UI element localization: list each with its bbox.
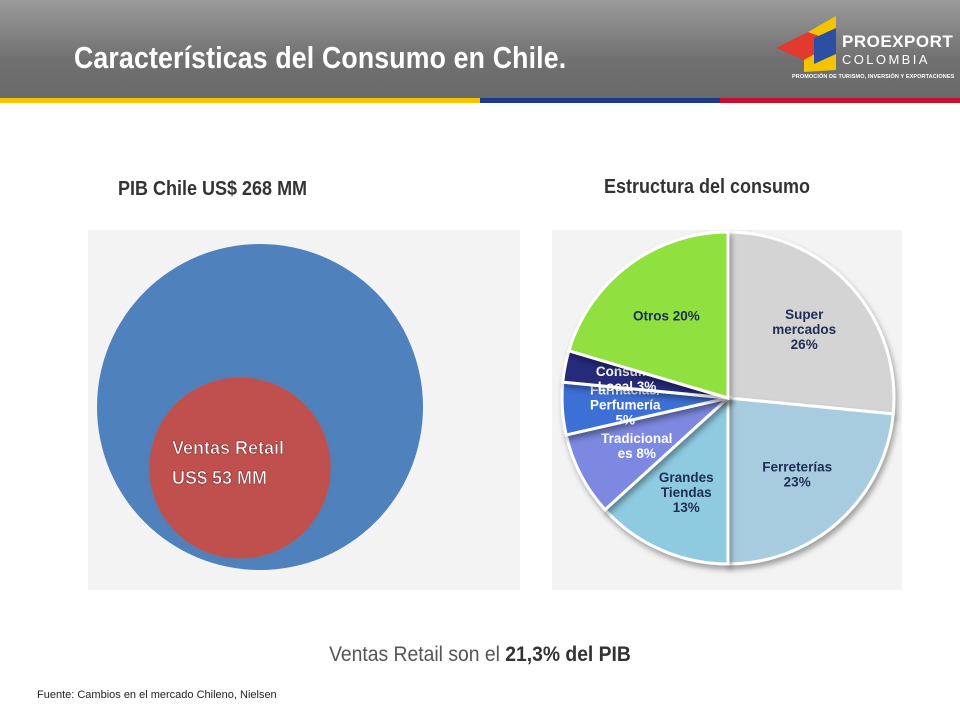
pie-slice: [726, 230, 896, 416]
pie-slice-label: Tiendas: [661, 485, 712, 500]
pie-slice-label: Tradicional: [601, 431, 672, 446]
slide-title: Características del Consumo en Chile.: [74, 40, 567, 75]
stripe-segment: [480, 98, 720, 103]
summary-prefix: Ventas Retail son el: [329, 643, 506, 666]
pie-slice-label: Grandes: [659, 470, 714, 485]
logo-mark-icon: [776, 16, 836, 72]
header-stripe: [0, 98, 960, 103]
pie-slice-label: mercados: [772, 322, 836, 337]
retail-label-line: US$ 53 MM: [172, 468, 267, 488]
logo-tagline: PROMOCIÓN DE TURISMO, INVERSIÓN Y EXPORT…: [792, 74, 955, 80]
pie-slice-label: 13%: [673, 500, 700, 515]
summary-bold: 21,3% del PIB: [505, 643, 631, 666]
pie-slice-label: Perfumería: [590, 398, 661, 413]
retail-inner-circle: [146, 374, 334, 562]
consumo-chart-title: Estructura del consumo: [604, 176, 811, 198]
slide-header: Características del Consumo en Chile. PR…: [0, 0, 960, 100]
logo-country: COLOMBIA: [842, 52, 930, 67]
pie-slice-label: Super: [785, 307, 824, 322]
pie-slice-label: es 8%: [618, 446, 656, 461]
pib-circles: Ventas Retail US$ 53 MM: [97, 244, 423, 570]
pie-slice: [602, 394, 730, 566]
stripe-segment: [240, 98, 480, 103]
pie-slice: [567, 230, 730, 401]
summary-text: Ventas Retail son el 21,3% del PIB: [38, 643, 921, 667]
stripe-segment: [720, 98, 960, 103]
pie-slice-label: 5%: [616, 413, 636, 428]
logo-name: PROEXPORT: [842, 32, 954, 51]
stripe-segment: [0, 98, 240, 103]
retail-label-line: Ventas Retail: [172, 438, 284, 458]
source-note: Fuente: Cambios en el mercado Chileno, N…: [37, 689, 277, 701]
pie-slice-label: 23%: [784, 475, 811, 490]
pie-slice-label: Ferreterías: [762, 460, 832, 475]
pie-slice-label: Local 3%: [598, 379, 657, 394]
pie-slice-label: Otros 20%: [633, 309, 700, 324]
pie-slice: [726, 396, 895, 566]
proexport-logo: PROEXPORT COLOMBIA PROMOCIÓN DE TURISMO,…: [774, 14, 954, 90]
pib-chart-title: PIB Chile US$ 268 MM: [118, 178, 308, 200]
pie-slice-label: 26%: [791, 337, 818, 352]
